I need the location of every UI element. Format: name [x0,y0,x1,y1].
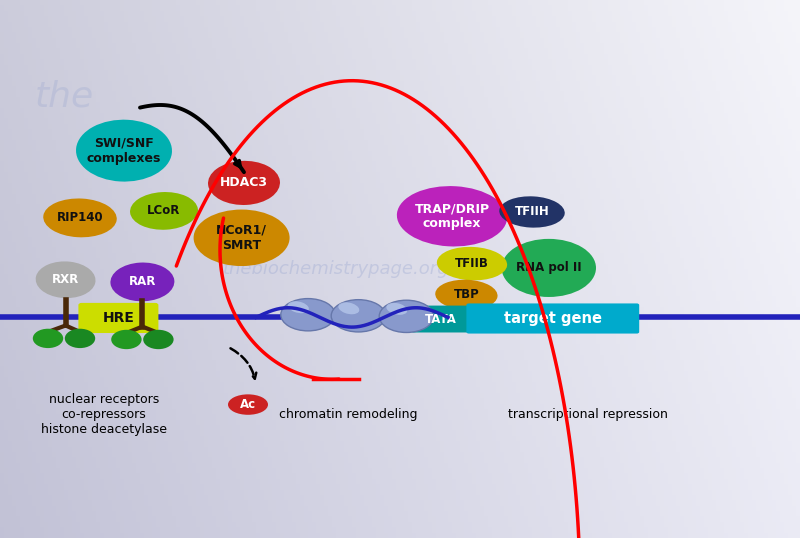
Ellipse shape [288,301,309,313]
Text: TFIIH: TFIIH [514,206,550,218]
FancyBboxPatch shape [78,303,158,333]
Text: TFIIB: TFIIB [455,257,489,270]
Text: RNA pol II: RNA pol II [516,261,582,274]
Text: TATA: TATA [425,313,456,325]
Ellipse shape [111,330,142,349]
FancyBboxPatch shape [466,303,639,334]
Text: RXR: RXR [52,273,79,286]
Text: LCoR: LCoR [147,204,181,217]
Text: RAR: RAR [129,275,156,288]
Ellipse shape [502,239,596,297]
Ellipse shape [281,299,335,331]
Text: SWI/SNF
complexes: SWI/SNF complexes [87,137,161,165]
Ellipse shape [130,192,198,230]
Ellipse shape [379,300,434,332]
Text: NCoR1/
SMRT: NCoR1/ SMRT [216,224,267,252]
Text: HRE: HRE [102,311,134,325]
Text: HDAC3: HDAC3 [220,176,268,189]
Ellipse shape [194,209,290,266]
Text: TBP: TBP [454,288,479,301]
Text: nuclear receptors
co-repressors
histone deacetylase: nuclear receptors co-repressors histone … [41,393,167,436]
Ellipse shape [33,329,63,348]
Ellipse shape [386,303,407,315]
Ellipse shape [499,196,565,228]
Ellipse shape [228,394,268,415]
Text: Ac: Ac [240,398,256,411]
Ellipse shape [435,280,498,310]
Text: chromatin remodeling: chromatin remodeling [278,408,418,421]
Ellipse shape [397,186,507,246]
Text: RIP140: RIP140 [57,211,103,224]
Text: target gene: target gene [504,311,602,326]
Ellipse shape [338,302,359,314]
Ellipse shape [65,329,95,348]
Ellipse shape [143,330,174,349]
Text: thebiochemistrypage.org: thebiochemistrypage.org [222,260,450,278]
Text: the: the [34,80,94,114]
Ellipse shape [208,161,280,205]
Ellipse shape [331,300,386,332]
Text: TRAP/DRIP
complex: TRAP/DRIP complex [414,202,490,230]
Text: transcriptional repression: transcriptional repression [508,408,668,421]
Ellipse shape [437,247,507,280]
Ellipse shape [110,263,174,301]
Ellipse shape [43,199,117,237]
Ellipse shape [36,261,95,298]
Ellipse shape [76,119,172,182]
FancyBboxPatch shape [411,306,470,332]
